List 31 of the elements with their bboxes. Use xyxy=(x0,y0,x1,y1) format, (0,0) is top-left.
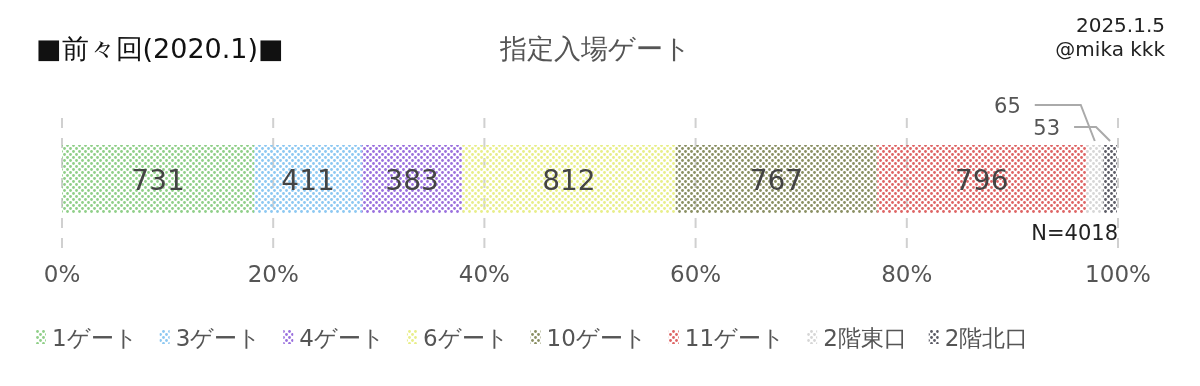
x-tick-label: 80% xyxy=(881,261,933,287)
legend-label: 10ゲート xyxy=(546,325,647,351)
legend-label: 3ゲート xyxy=(175,325,262,351)
legend-label: 11ゲート xyxy=(684,325,786,351)
legend-label: 1ゲート xyxy=(52,325,138,351)
legend-label: 2階北口 xyxy=(944,325,1029,351)
legend-label: 2階東口 xyxy=(823,325,907,351)
chart-subtitle: 指定入場ゲート xyxy=(498,33,691,64)
annotation: 767 xyxy=(749,164,804,197)
annotation: 731 xyxy=(131,164,185,197)
bar xyxy=(1103,145,1117,213)
x-tick-label: 100% xyxy=(1085,261,1151,287)
bar xyxy=(1086,145,1104,213)
text: @mika kkk xyxy=(1055,37,1166,61)
x-tick-label: 20% xyxy=(247,261,299,287)
bar xyxy=(62,145,255,213)
bar xyxy=(675,145,878,213)
x-tick-label: 60% xyxy=(670,261,722,287)
annotation: 411 xyxy=(281,164,335,197)
annotation: 65 xyxy=(994,94,1021,118)
annotation: N=4018 xyxy=(1031,221,1118,245)
legend-label: 6ゲート xyxy=(422,325,509,351)
annotation: 53 xyxy=(1033,116,1061,140)
x-tick-label: 0% xyxy=(43,261,81,287)
chart-title: ■前々回(2020.1)■ xyxy=(36,33,284,64)
bar xyxy=(462,145,676,213)
bar xyxy=(254,145,362,213)
legend-label: 4ゲート xyxy=(299,325,385,351)
bar xyxy=(877,145,1087,213)
x-tick-label: 40% xyxy=(458,261,510,287)
text: 2025.1.5 xyxy=(1075,13,1165,37)
